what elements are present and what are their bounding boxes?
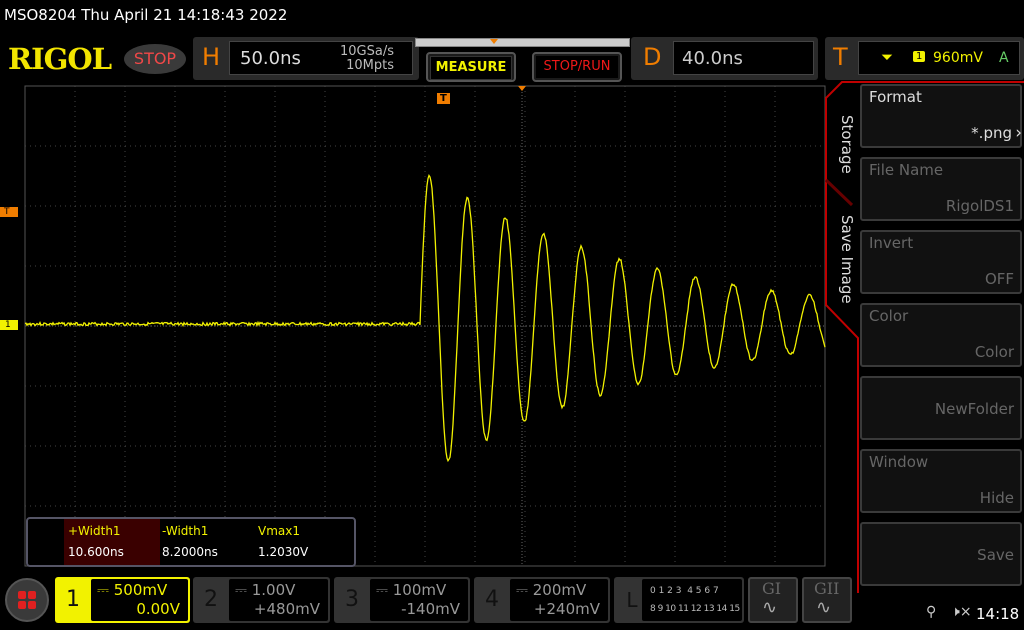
menu-save[interactable]: Save — [860, 522, 1022, 586]
run-state-badge: STOP — [124, 44, 186, 74]
timebase-value: 50.0ns — [240, 48, 301, 69]
waveform-display[interactable] — [0, 84, 860, 574]
menu-value: Save — [977, 546, 1014, 564]
menu-tab-frame — [824, 81, 860, 593]
stop-run-label: STOP/RUN — [536, 56, 618, 78]
logic-channels-row: 0 1 2 3 4 5 6 7 — [650, 586, 719, 596]
sine-wave-icon: ∿ — [762, 597, 778, 618]
channel-scale: ⎓ 200mV — [516, 581, 587, 599]
measurement-name: -Width1 — [162, 524, 209, 538]
menu-value: OFF — [984, 270, 1014, 288]
trigger-panel[interactable]: T ⏷ 1 960mV A — [825, 37, 1024, 80]
menu-label: Window — [869, 453, 929, 471]
clock: 14:18 — [976, 605, 1020, 623]
channel-4-button[interactable]: 4 ⎓ 200mV +240mV — [474, 577, 610, 623]
menu-value: Hide — [979, 489, 1014, 507]
menu-value: Color — [974, 343, 1014, 361]
generator-2-button[interactable]: GII ∿ — [802, 577, 852, 623]
trigger-source: 1 — [913, 51, 926, 62]
delay-value: 40.0ns — [682, 48, 743, 69]
generator-1-button[interactable]: GI ∿ — [748, 577, 798, 623]
trigger-label: T — [833, 43, 848, 71]
channel-scale: ⎓ 500mV — [97, 581, 168, 599]
tab-save-image[interactable]: Save Image — [838, 215, 856, 304]
trigger-level: 960mV — [933, 50, 983, 66]
measurement-value: 8.2000ns — [162, 545, 218, 559]
menu-new-folder[interactable]: NewFolder — [860, 376, 1022, 440]
usb-icon: ⚲ — [926, 604, 937, 620]
channel-2-button[interactable]: 2 ⎓ 1.00V +480mV — [193, 577, 330, 623]
measurement-value: 10.600ns — [68, 545, 124, 559]
measure-button[interactable]: MEASURE — [426, 52, 516, 82]
trigger-level-marker[interactable]: T — [0, 207, 18, 217]
mute-icon[interactable]: 🕨× — [951, 604, 972, 620]
logic-channels-row: 8 9 10 11 12 13 14 15 — [650, 604, 740, 614]
menu-window[interactable]: Window Hide — [860, 449, 1022, 513]
menu-file-name[interactable]: File Name RigolDS1 — [860, 157, 1022, 221]
channel-1-trace — [24, 174, 826, 463]
measure-label: MEASURE — [430, 56, 512, 80]
logic-analyzer-button[interactable]: L 0 1 2 3 4 5 6 7 8 9 10 11 12 13 14 15 — [614, 577, 744, 623]
sine-wave-icon: ∿ — [816, 597, 832, 618]
measurement-panel: +Width1 10.600ns -Width1 8.2000ns Vmax1 … — [26, 517, 356, 567]
tab-storage[interactable]: Storage — [838, 115, 856, 174]
trigger-position-icon — [490, 39, 498, 44]
title-bar: MSO8204 Thu April 21 14:18:43 2022 — [4, 6, 288, 24]
channel-number: 3 — [345, 587, 359, 612]
sample-rate: 10GSa/s — [340, 44, 394, 59]
delay-panel[interactable]: D 40.0ns — [631, 37, 818, 80]
menu-label: File Name — [869, 161, 944, 179]
horizontal-label: H — [202, 43, 221, 71]
channel-number: 1 — [66, 587, 80, 612]
falling-edge-icon: ⏷ — [881, 48, 894, 66]
channel-number: 2 — [204, 587, 218, 612]
measurement-value: 1.2030V — [258, 545, 309, 559]
channel-offset: 0.00V — [136, 600, 180, 618]
logic-label: L — [626, 588, 638, 612]
trigger-position-marker[interactable]: T — [437, 93, 450, 104]
channel-offset: +240mV — [533, 600, 600, 618]
generator-label: GI — [762, 579, 782, 598]
delay-label: D — [643, 43, 662, 71]
channel-1-button[interactable]: 1 ⎓ 500mV 0.00V — [55, 577, 190, 623]
rigol-logo: RIGOL — [8, 42, 112, 76]
channel-offset: +480mV — [253, 600, 320, 618]
trigger-delay-icon — [518, 86, 526, 91]
generator-label: GII — [814, 579, 840, 598]
trigger-mode: A — [999, 50, 1009, 66]
memory-depth: 10Mpts — [346, 58, 394, 73]
menu-format[interactable]: Format *.png › — [860, 84, 1022, 148]
channel-offset: -140mV — [401, 600, 460, 618]
measurement-name: Vmax1 — [258, 524, 300, 538]
channel-3-button[interactable]: 3 ⎓ 100mV -140mV — [334, 577, 470, 623]
channel-scale: ⎓ 1.00V — [235, 581, 296, 599]
menu-label: Color — [869, 307, 909, 325]
stop-run-button[interactable]: STOP/RUN — [532, 52, 622, 82]
menu-invert[interactable]: Invert OFF — [860, 230, 1022, 294]
menu-value: *.png — [971, 124, 1012, 142]
channel1-offset-marker[interactable]: 1 — [0, 320, 18, 330]
horizontal-panel[interactable]: H 50.0ns 10GSa/s 10Mpts — [193, 37, 419, 80]
menu-label: Format — [869, 88, 922, 106]
menu-value: RigolDS1 — [945, 197, 1014, 215]
chevron-right-icon: › — [1015, 123, 1022, 143]
channel-number: 4 — [485, 587, 499, 612]
channel-scale: ⎓ 100mV — [376, 581, 447, 599]
menu-color[interactable]: Color Color — [860, 303, 1022, 367]
memory-position-bar[interactable] — [415, 38, 630, 47]
main-menu-button[interactable] — [5, 578, 49, 622]
menu-label: Invert — [869, 234, 914, 252]
measurement-name: +Width1 — [68, 524, 121, 538]
menu-value: NewFolder — [934, 400, 1014, 418]
